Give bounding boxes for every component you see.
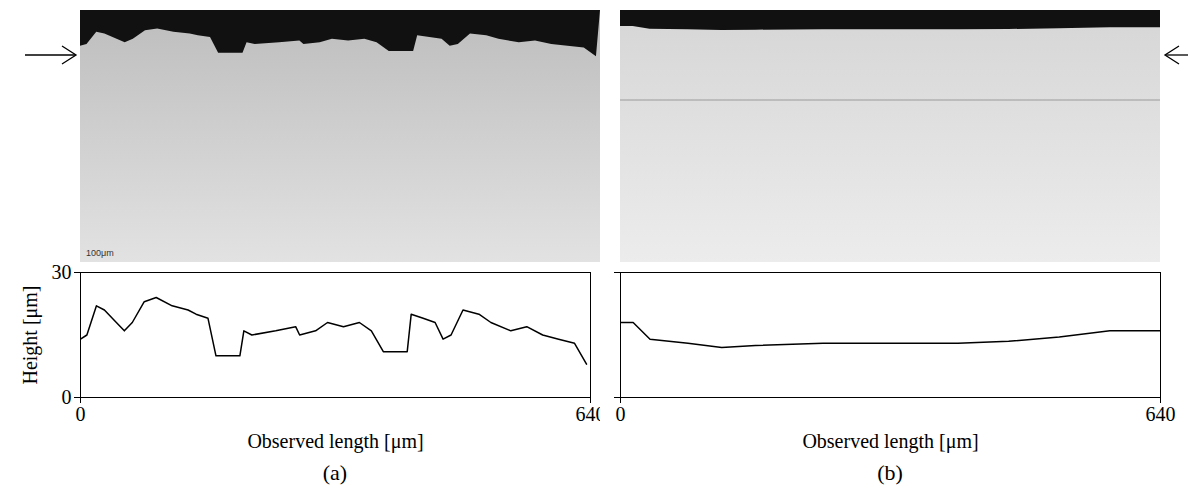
svg-text:0: 0 xyxy=(616,403,626,425)
svg-text:Height [μm]: Height [μm] xyxy=(19,285,42,384)
svg-text:100μm: 100μm xyxy=(86,248,114,258)
svg-text:Observed length [μm]: Observed length [μm] xyxy=(802,430,978,453)
svg-text:30: 30 xyxy=(52,262,72,283)
svg-text:0: 0 xyxy=(76,403,86,425)
svg-text:0: 0 xyxy=(62,386,72,408)
svg-text:640: 640 xyxy=(1146,403,1176,425)
html-text:(a): (a) xyxy=(322,460,348,485)
html-text:(b): (b) xyxy=(877,460,903,485)
svg-text:640: 640 xyxy=(576,403,601,425)
svg-text:Observed length [μm]: Observed length [μm] xyxy=(247,430,423,453)
